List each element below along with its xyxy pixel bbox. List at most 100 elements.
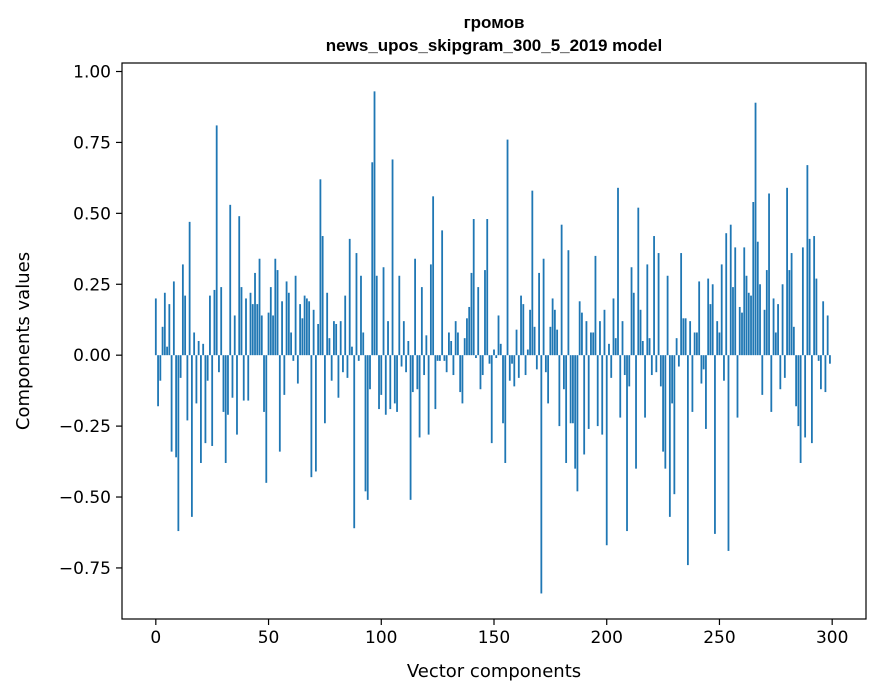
bar-242 [700, 355, 703, 384]
bar-226 [664, 355, 667, 469]
bar-285 [797, 355, 800, 427]
bar-225 [662, 355, 664, 452]
bar-0 [154, 298, 157, 356]
y-axis: 1.00 0.75 0.50 0.25 0.00 −0.25 −0.50 −0.75 [59, 63, 122, 579]
bar-166 [529, 309, 531, 356]
bar-122 [429, 264, 432, 356]
y-tick-label: 0.25 [73, 275, 111, 295]
bar-163 [522, 304, 525, 356]
bar-184 [569, 355, 572, 424]
bar-77 [328, 338, 331, 356]
bar-249 [716, 321, 719, 356]
bar-190 [583, 355, 586, 455]
bar-243 [702, 355, 705, 370]
bar-83 [342, 355, 344, 373]
bar-24 [209, 295, 211, 356]
bar-136 [461, 355, 464, 404]
bar-130 [448, 332, 450, 356]
bar-22 [204, 355, 207, 444]
bar-82 [339, 321, 342, 356]
bar-149 [490, 355, 493, 444]
bar-250 [718, 332, 721, 356]
bar-299 [829, 355, 831, 364]
bar-247 [711, 284, 714, 356]
bar-134 [457, 332, 459, 356]
bar-233 [680, 253, 683, 356]
bar-288 [804, 355, 807, 438]
bar-114 [411, 355, 414, 393]
bar-71 [314, 355, 317, 472]
bar-69 [310, 355, 313, 478]
bar-45 [256, 304, 259, 356]
y-tick-label: 0.75 [73, 133, 111, 153]
bar-189 [581, 312, 583, 356]
bar-118 [420, 287, 423, 356]
bar-265 [752, 202, 755, 356]
bar-121 [427, 355, 430, 435]
bar-11 [179, 355, 182, 378]
bar-68 [308, 301, 311, 356]
bar-176 [551, 298, 554, 356]
bar-53 [274, 258, 277, 356]
bar-232 [677, 355, 680, 367]
bar-9 [175, 355, 178, 458]
bar-88 [353, 355, 356, 529]
bar-206 [619, 355, 622, 418]
y-tick-label: −0.25 [59, 417, 111, 437]
bars-group [154, 91, 831, 594]
bar-5 [166, 346, 168, 356]
bar-135 [459, 355, 462, 393]
bar-59 [287, 292, 290, 356]
bar-185 [572, 355, 574, 424]
chart-subtitle: news_upos_skipgram_300_5_2019 model [326, 36, 662, 55]
bar-90 [357, 355, 360, 361]
bar-109 [400, 355, 403, 367]
bar-160 [515, 329, 518, 356]
y-tick-label: −0.75 [59, 559, 111, 579]
bar-3 [161, 326, 164, 356]
bar-18 [195, 355, 198, 404]
bar-165 [526, 349, 529, 356]
bar-99 [378, 355, 380, 410]
bar-70 [312, 309, 315, 356]
bar-158 [511, 355, 513, 364]
bar-148 [488, 355, 491, 364]
bar-78 [330, 355, 333, 381]
bar-32 [227, 355, 229, 415]
bar-260 [741, 312, 743, 356]
bar-207 [621, 321, 624, 356]
bar-297 [824, 355, 827, 393]
bar-85 [346, 355, 349, 378]
bar-7 [170, 355, 173, 452]
bar-26 [213, 289, 216, 356]
bar-57 [283, 355, 286, 395]
bar-125 [436, 355, 439, 361]
bar-51 [269, 287, 272, 356]
bar-98 [375, 275, 378, 356]
bar-38 [240, 287, 243, 356]
bar-100 [380, 355, 383, 395]
bar-16 [190, 355, 193, 517]
bar-227 [666, 275, 669, 356]
bar-145 [481, 355, 484, 376]
bar-270 [763, 309, 766, 356]
bar-106 [393, 355, 396, 404]
bar-200 [605, 355, 608, 546]
bar-295 [820, 355, 822, 390]
bar-267 [756, 241, 759, 356]
bar-34 [231, 355, 234, 398]
bar-75 [324, 355, 326, 424]
bar-199 [603, 309, 606, 356]
bar-194 [592, 332, 595, 356]
bar-273 [770, 355, 773, 412]
bar-143 [477, 287, 480, 356]
bar-20 [200, 355, 202, 463]
bar-269 [761, 355, 764, 395]
bar-197 [599, 321, 601, 356]
bar-196 [596, 355, 599, 427]
bar-44 [254, 272, 256, 356]
bar-292 [813, 236, 816, 356]
bar-281 [788, 270, 791, 356]
bar-245 [707, 278, 710, 356]
bar-58 [285, 281, 288, 356]
